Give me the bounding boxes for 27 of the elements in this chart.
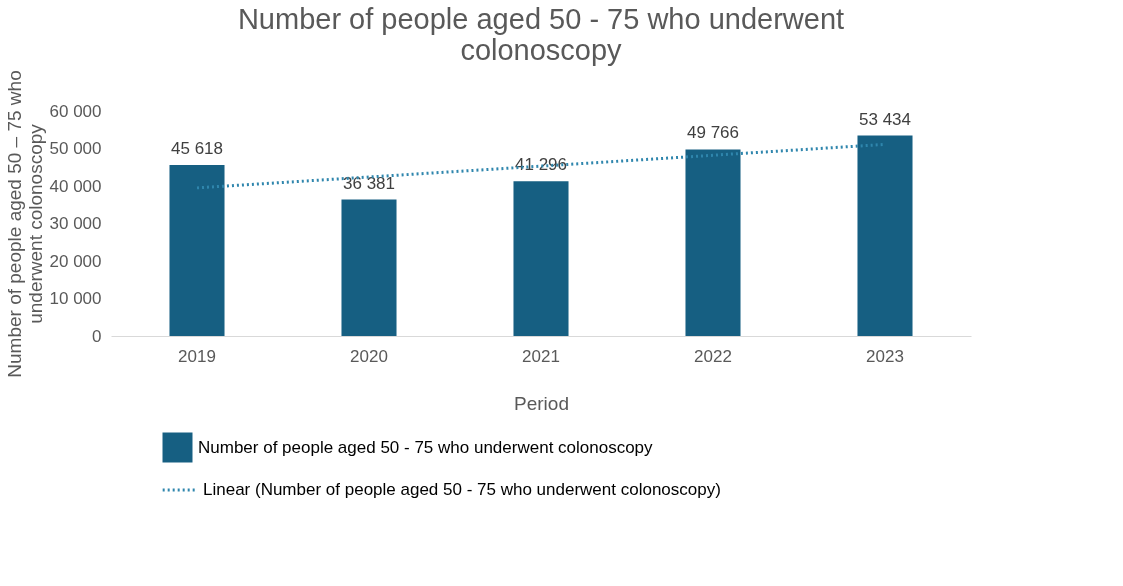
y-tick-label: 40 000: [49, 176, 102, 196]
data-label: 49 766: [687, 123, 739, 143]
x-tick-label: 2019: [178, 346, 216, 366]
chart-title: Number of people aged 50 - 75 who underwent colonoscopy: [237, 2, 845, 66]
bar: [857, 135, 913, 336]
data-label: 45 618: [171, 138, 223, 158]
data-label: 53 434: [859, 109, 911, 129]
bar: [513, 181, 569, 336]
x-tick-label: 2022: [694, 346, 732, 366]
data-label: 41 296: [515, 155, 567, 175]
y-tick-label: 30 000: [49, 214, 102, 233]
y-tick-label: 20 000: [49, 251, 102, 271]
x-tick-label: 2020: [350, 346, 388, 366]
y-axis-title: Number of people aged 50 – 75 who underwent colonoscopy: [3, 70, 46, 378]
y-tick-label: 10 000: [49, 289, 102, 308]
y-tick-label: 0: [92, 326, 102, 346]
bar: [685, 149, 741, 336]
bar: [169, 164, 225, 336]
y-tick-label: 50 000: [49, 139, 102, 158]
legend-label: Linear (Number of people aged 50 - 75 who underwent colonoscopy): [203, 480, 721, 499]
x-tick-label: 2023: [866, 346, 904, 366]
bar: [341, 199, 397, 336]
y-tick-label: 60 000: [49, 101, 102, 121]
data-label: 36 381: [343, 173, 395, 193]
legend-label: Number of people aged 50 - 75 who underwent colonoscopy: [198, 437, 654, 457]
x-tick-label: 2021: [522, 346, 560, 366]
x-axis-title: Period: [514, 392, 569, 414]
